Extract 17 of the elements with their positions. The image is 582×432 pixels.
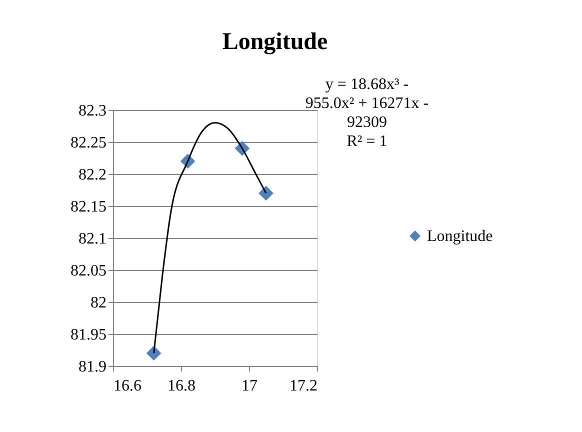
x-tick-label: 17.2 (290, 378, 318, 394)
annotation: y = 18.68x³ - 955.0x² + 16271x - 92309 (305, 76, 429, 131)
x-tick-label: 16.6 (114, 378, 142, 394)
y-tick-label: 82.2 (78, 166, 106, 184)
text: R² = 1 (346, 133, 388, 150)
y-tick-label: 82.05 (70, 262, 106, 280)
x-tick-label: 17 (242, 378, 258, 394)
y-tick-label: 81.95 (70, 326, 106, 344)
y-tick-label: 81.9 (78, 358, 106, 376)
y-tick-label: 82.15 (70, 198, 106, 216)
y-tick-label: 82.1 (78, 230, 106, 248)
y-tick-label: 82.3 (78, 102, 106, 120)
chart-title: Longitude (222, 29, 328, 55)
legend-label: Longitude (427, 228, 493, 245)
x-tick-label: 16.8 (168, 378, 196, 394)
y-tick-label: 82.25 (70, 134, 106, 152)
y-tick-label: 82 (90, 294, 106, 312)
